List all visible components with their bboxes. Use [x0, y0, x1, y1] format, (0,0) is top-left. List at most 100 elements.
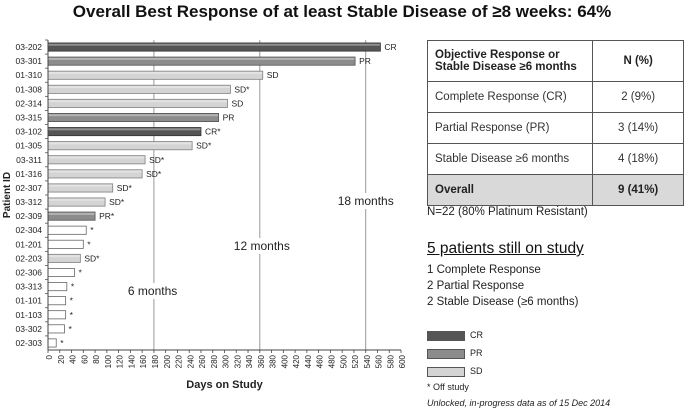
x-tick-label: 200: [163, 354, 172, 368]
bar-label: PR: [223, 113, 235, 123]
x-tick-label: 420: [292, 354, 301, 368]
bar-02-306: [47, 267, 75, 277]
patient-id-label: 02-303: [16, 338, 43, 348]
still-on-study-title: 5 patients still on study: [427, 240, 584, 257]
table-header-row: Objective Response or Stable Disease ≥6 …: [426, 40, 684, 82]
patient-id-label: 03-311: [16, 155, 42, 165]
legend-swatch-cr: [427, 331, 465, 341]
bar-chart: 6 months 12 months 18 months CR 03-202 PR 03-3…: [2, 39, 407, 391]
patient-id-label: 02-304: [16, 225, 43, 235]
bar-label: SD*: [146, 169, 162, 179]
legend-label-pr: PR: [470, 348, 483, 358]
x-tick-label: 80: [92, 354, 101, 363]
x-tick-label: 40: [69, 354, 78, 363]
x-tick-label: 480: [328, 354, 337, 368]
bar-label: CR*: [205, 127, 221, 137]
response-table: Objective Response or Stable Disease ≥6 …: [426, 40, 684, 206]
table-cell-pct: 4 (18%): [592, 143, 684, 175]
bar-highlight: [48, 212, 95, 215]
x-tick-label: 520: [351, 354, 360, 368]
sample-size-note: N=22 (80% Platinum Resistant): [427, 206, 588, 218]
x-tick-label: 160: [139, 354, 148, 368]
bar-label: SD*: [84, 253, 100, 263]
patient-id-label: 03-102: [16, 127, 43, 137]
bar-highlight: [48, 43, 380, 46]
table-cell-pct: 9 (41%): [592, 174, 684, 206]
bar-02-304: [47, 225, 87, 235]
table-header-label: Objective Response or Stable Disease ≥6 …: [426, 40, 594, 82]
table-cell-label: Complete Response (CR): [426, 81, 594, 113]
chart-title: Overall Best Response of at least Stable…: [72, 2, 612, 21]
data-cutoff-note: Unlocked, in-progress data as of 15 Dec …: [427, 398, 611, 408]
x-tick-label: 560: [375, 354, 384, 368]
patient-id-label: 03-315: [16, 113, 43, 123]
x-tick-label: 460: [316, 354, 325, 368]
reference-label-background: [335, 193, 396, 209]
bar-label: SD*: [149, 155, 165, 165]
bar-highlight: [48, 128, 201, 131]
patient-id-label: 02-306: [16, 268, 43, 278]
bar-label: SD*: [234, 84, 250, 94]
bar-label: CR: [384, 42, 396, 52]
x-tick-label: 140: [127, 354, 136, 368]
patient-id-label: 01-308: [16, 84, 43, 94]
bar-03-302: [47, 324, 65, 334]
table-cell-label: Stable Disease ≥6 months: [426, 143, 594, 175]
bar-highlight: [48, 255, 80, 258]
x-tick-label: 220: [175, 354, 184, 368]
bar-highlight: [48, 156, 145, 159]
patient-id-label: 03-302: [16, 324, 43, 334]
patient-id-label: 01-316: [16, 169, 43, 179]
bar-01-103: [47, 310, 67, 320]
table-cell-pct: 2 (9%): [592, 81, 684, 113]
x-tick-label: 60: [80, 354, 89, 363]
bar-highlight: [48, 71, 263, 74]
bar-highlight: [48, 142, 192, 145]
x-tick-label: 380: [269, 354, 278, 368]
x-tick-label: 120: [116, 354, 125, 368]
reference-line-label: 12 months: [234, 239, 290, 253]
x-tick-label: 260: [198, 354, 207, 368]
bar-label: SD*: [117, 183, 133, 193]
table-row-overall: Overall 9 (41%): [426, 174, 684, 206]
patient-id-label: 03-202: [16, 42, 43, 52]
bar-label: SD*: [196, 141, 212, 151]
bar-label: SD: [267, 70, 279, 80]
bar-highlight: [48, 86, 230, 89]
patient-id-label: 01-305: [16, 141, 43, 151]
table-header-pct: N (%): [592, 40, 684, 82]
still-on-study-line: 2 Stable Disease (≥6 months): [427, 296, 579, 308]
x-tick-label: 360: [257, 354, 266, 368]
x-tick-label: 400: [280, 354, 289, 368]
patient-id-label: 01-310: [16, 70, 43, 80]
patient-id-label: 02-309: [16, 211, 43, 221]
bar-highlight: [48, 114, 219, 117]
patient-id-label: 01-101: [16, 296, 43, 306]
bar-highlight: [48, 170, 142, 173]
bar-label: SD: [231, 98, 243, 108]
off-study-note: * Off study: [427, 382, 469, 392]
bar-03-313: [47, 282, 68, 292]
bar-label: *: [70, 296, 74, 306]
bar-label: *: [60, 338, 64, 348]
reference-line-label: 18 months: [338, 194, 394, 208]
table-cell-label: Overall: [426, 174, 594, 206]
bar-label: *: [90, 225, 94, 235]
bar-label: *: [78, 268, 82, 278]
bar-highlight: [48, 100, 227, 103]
bar-highlight: [48, 57, 355, 60]
x-tick-label: 100: [104, 354, 113, 368]
patient-id-label: 03-312: [16, 197, 43, 207]
x-tick-label: 340: [245, 354, 254, 368]
x-tick-label: 320: [233, 354, 242, 368]
bar-01-101: [47, 296, 67, 306]
legend-label-sd: SD: [470, 366, 483, 376]
patient-id-label: 02-307: [16, 183, 43, 193]
legend-label-cr: CR: [470, 330, 483, 340]
x-tick-label: 500: [339, 354, 348, 368]
x-tick-label: 20: [57, 354, 66, 363]
bar-highlight: [48, 184, 113, 187]
bar-01-201: [47, 239, 84, 249]
x-axis-title: Days on Study: [186, 379, 263, 391]
patient-id-label: 02-203: [16, 253, 43, 263]
